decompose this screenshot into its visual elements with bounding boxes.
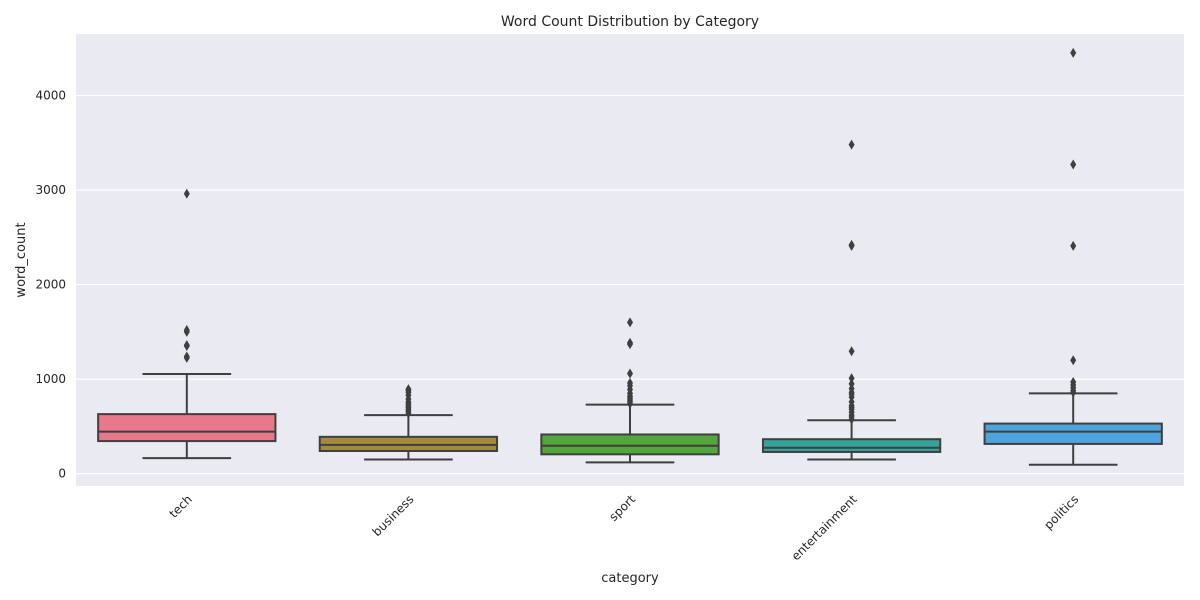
outlier-point xyxy=(627,317,633,328)
outlier-point xyxy=(1070,355,1077,366)
outlier-point xyxy=(1070,47,1077,58)
box-series xyxy=(97,47,1163,466)
box-sport xyxy=(540,317,720,464)
y-tick-label: 0 xyxy=(58,467,66,481)
iqr-box xyxy=(540,433,720,456)
iqr-box xyxy=(761,438,942,453)
chart-title: Word Count Distribution by Category xyxy=(501,14,759,30)
outlier-point xyxy=(848,378,855,389)
outlier-point xyxy=(848,239,855,250)
x-tick-label: business xyxy=(370,492,417,539)
outlier-point xyxy=(183,351,190,362)
y-tick-labels: 0 1000 2000 3000 4000 xyxy=(35,88,66,480)
iqr-box xyxy=(97,413,277,443)
x-tick-label: entertainment xyxy=(789,492,860,563)
box-politics xyxy=(983,47,1163,466)
y-axis-label: word_count xyxy=(14,222,29,297)
outlier-point xyxy=(405,384,412,395)
outlier-point xyxy=(627,368,633,379)
x-axis-label: category xyxy=(601,571,659,586)
outlier-point xyxy=(1070,159,1077,170)
box-tech xyxy=(97,188,277,460)
outlier-point xyxy=(1070,376,1077,387)
y-tick-label: 2000 xyxy=(35,278,66,292)
y-tick-label: 4000 xyxy=(35,88,66,102)
y-tick-label: 1000 xyxy=(35,372,66,386)
outlier-point xyxy=(627,377,633,388)
x-tick-label: tech xyxy=(166,492,194,520)
y-tick-label: 3000 xyxy=(35,183,66,197)
outlier-point xyxy=(848,139,855,150)
x-tick-label: sport xyxy=(606,492,638,524)
outlier-point xyxy=(183,324,190,335)
outlier-point xyxy=(183,340,190,351)
outlier-point xyxy=(627,337,633,348)
iqr-box xyxy=(983,422,1163,445)
outlier-point xyxy=(183,188,190,199)
x-tick-label: politics xyxy=(1041,492,1081,532)
outlier-point xyxy=(848,346,855,357)
box-business xyxy=(318,384,499,461)
outlier-point xyxy=(848,373,855,384)
box-entertainment xyxy=(761,139,942,461)
outlier-point xyxy=(1070,240,1077,251)
x-tick-labels: tech business sport entertainment politics xyxy=(166,492,1081,563)
